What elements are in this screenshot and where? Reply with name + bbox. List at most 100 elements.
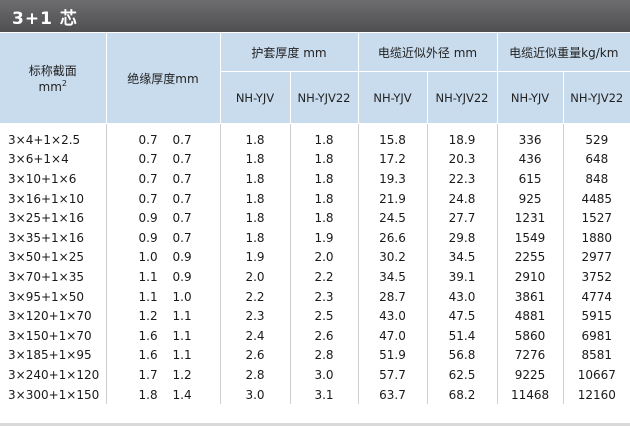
table-body: 3×4+1×2.5 0.7 0.7 1.8 1.8 15.8 18.9 336 529 3×6+1… <box>0 123 630 405</box>
cell-sheath-yjv22: 1.9 <box>289 227 359 248</box>
cell-weight-yjv: 2910 <box>496 267 564 287</box>
cell-sheath-yjv: 2.4 <box>219 325 290 346</box>
table-row: 3×300+1×150 1.8 1.4 3.0 3.1 63.7 68.2 11468 1216… <box>0 384 630 405</box>
cell-weight-yjv: 615 <box>496 169 564 189</box>
cell-weight-yjv: 7276 <box>496 345 564 366</box>
cell-sheath-yjv22: 3.1 <box>289 384 359 405</box>
cell-section: 3×185+1×95 <box>8 348 92 363</box>
cell-weight-yjv22: 6981 <box>562 325 630 346</box>
cell-diameter-yjv22: 56.8 <box>426 345 498 366</box>
cell-insulation: 1.0 0.9 <box>105 247 220 268</box>
cell-insulation: 1.6 1.1 <box>105 325 220 346</box>
cell-weight-yjv22: 12160 <box>562 384 630 405</box>
cell-insulation-b: 0.9 <box>172 269 192 284</box>
cell-sheath-yjv: 1.8 <box>219 169 290 189</box>
cell-insulation-b: 0.7 <box>172 191 192 206</box>
table-row: 3×50+1×25 1.0 0.9 1.9 2.0 30.2 34.5 2255 2977 <box>0 247 630 268</box>
cell-weight-yjv22: 8581 <box>562 345 630 366</box>
cell-insulation: 0.7 0.7 <box>105 169 220 189</box>
cell-insulation-a: 0.7 <box>138 152 158 167</box>
cell-sheath-yjv22: 1.8 <box>289 208 359 228</box>
cell-sheath-yjv22: 2.3 <box>289 286 359 307</box>
table-row: 3×25+1×16 0.9 0.7 1.8 1.8 24.5 27.7 1231 1527 <box>0 208 630 228</box>
cable-spec-table: 标称截面 mm2 绝缘厚度mm 护套厚度 mm 电缆近似外径 mm 电缆近似重量… <box>0 33 630 405</box>
table-row: 3×150+1×70 1.6 1.1 2.4 2.6 47.0 51.4 5860 6981 <box>0 325 630 346</box>
cell-sheath-yjv: 1.8 <box>219 188 290 209</box>
cell-diameter-yjv: 63.7 <box>357 384 428 405</box>
cell-section: 3×300+1×150 <box>8 387 100 402</box>
cell-weight-yjv22: 1527 <box>562 208 630 228</box>
header-section-unit-sup: 2 <box>61 79 67 88</box>
cell-weight-yjv: 3861 <box>496 286 564 307</box>
cell-diameter-yjv22: 18.9 <box>426 123 498 150</box>
cell-sheath-yjv: 1.9 <box>219 247 290 268</box>
cell-insulation: 0.7 0.7 <box>105 123 220 150</box>
cell-insulation-b: 1.1 <box>172 309 192 324</box>
cell-sheath-yjv22: 3.0 <box>289 365 359 385</box>
cell-section: 3×6+1×4 <box>8 152 69 167</box>
cell-insulation-b: 0.7 <box>172 171 192 186</box>
subheader-weight-yjv: NH-YJV <box>496 71 564 124</box>
subheader-diameter-yjv22: NH-YJV22 <box>426 71 498 124</box>
table-title-bar: 3+1 芯 <box>0 0 630 32</box>
cell-insulation: 0.9 0.7 <box>105 227 220 248</box>
cell-sheath-yjv: 2.2 <box>219 286 290 307</box>
cell-insulation: 1.7 1.2 <box>105 365 220 385</box>
cell-weight-yjv22: 1880 <box>562 227 630 248</box>
cell-sheath-yjv: 2.3 <box>219 306 290 326</box>
cell-weight-yjv: 4881 <box>496 306 564 326</box>
cell-diameter-yjv: 57.7 <box>357 365 428 385</box>
cell-insulation-a: 1.6 <box>138 328 158 343</box>
cell-sheath-yjv: 1.8 <box>219 227 290 248</box>
cell-insulation-b: 0.7 <box>172 230 192 245</box>
cell-insulation-b: 1.2 <box>172 367 192 382</box>
cell-sheath-yjv: 2.6 <box>219 345 290 366</box>
header-insulation: 绝缘厚度mm <box>105 33 220 124</box>
subheader-sheath-yjv: NH-YJV <box>219 71 290 124</box>
cell-sheath-yjv22: 2.5 <box>289 306 359 326</box>
cell-insulation: 1.1 0.9 <box>105 267 220 287</box>
cell-diameter-yjv: 43.0 <box>357 306 428 326</box>
cell-diameter-yjv22: 20.3 <box>426 149 498 170</box>
cell-insulation: 1.2 1.1 <box>105 306 220 326</box>
cell-section: 3×70+1×35 <box>8 269 84 284</box>
cell-sheath-yjv22: 2.0 <box>289 247 359 268</box>
cell-diameter-yjv22: 22.3 <box>426 169 498 189</box>
cell-insulation-a: 1.6 <box>138 348 158 363</box>
cell-diameter-yjv: 47.0 <box>357 325 428 346</box>
table-row: 3×4+1×2.5 0.7 0.7 1.8 1.8 15.8 18.9 336 529 <box>0 123 630 150</box>
cell-insulation-b: 1.1 <box>172 348 192 363</box>
cell-insulation: 1.6 1.1 <box>105 345 220 366</box>
cell-sheath-yjv: 3.0 <box>219 384 290 405</box>
cell-weight-yjv: 1231 <box>496 208 564 228</box>
cell-insulation-b: 0.7 <box>172 211 192 226</box>
cell-insulation-a: 0.9 <box>138 230 158 245</box>
cell-sheath-yjv: 1.8 <box>219 149 290 170</box>
cell-weight-yjv22: 10667 <box>562 365 630 385</box>
cell-weight-yjv: 436 <box>496 149 564 170</box>
cell-weight-yjv: 925 <box>496 188 564 209</box>
cell-diameter-yjv: 28.7 <box>357 286 428 307</box>
table-row: 3×240+1×120 1.7 1.2 2.8 3.0 57.7 62.5 9225 10667 <box>0 365 630 385</box>
cell-sheath-yjv22: 2.8 <box>289 345 359 366</box>
cell-insulation: 0.9 0.7 <box>105 208 220 228</box>
table-title: 3+1 芯 <box>12 8 78 29</box>
cell-diameter-yjv22: 39.1 <box>426 267 498 287</box>
subheader-weight-yjv22: NH-YJV22 <box>562 71 630 124</box>
cell-diameter-yjv22: 29.8 <box>426 227 498 248</box>
cell-sheath-yjv: 2.0 <box>219 267 290 287</box>
cell-weight-yjv22: 4485 <box>562 188 630 209</box>
table-row: 3×95+1×50 1.1 1.0 2.2 2.3 28.7 43.0 3861 4774 <box>0 286 630 307</box>
cell-section: 3×35+1×16 <box>8 230 84 245</box>
cell-section: 3×10+1×6 <box>8 171 77 186</box>
cell-insulation-b: 1.0 <box>172 289 192 304</box>
table-row: 3×10+1×6 0.7 0.7 1.8 1.8 19.3 22.3 615 848 <box>0 169 630 189</box>
cell-insulation-a: 1.7 <box>138 367 158 382</box>
cell-weight-yjv22: 5915 <box>562 306 630 326</box>
cell-section: 3×120+1×70 <box>8 309 92 324</box>
cell-diameter-yjv: 26.6 <box>357 227 428 248</box>
cell-diameter-yjv: 34.5 <box>357 267 428 287</box>
cell-insulation-a: 1.1 <box>138 289 158 304</box>
cell-weight-yjv22: 2977 <box>562 247 630 268</box>
cell-weight-yjv22: 648 <box>562 149 630 170</box>
